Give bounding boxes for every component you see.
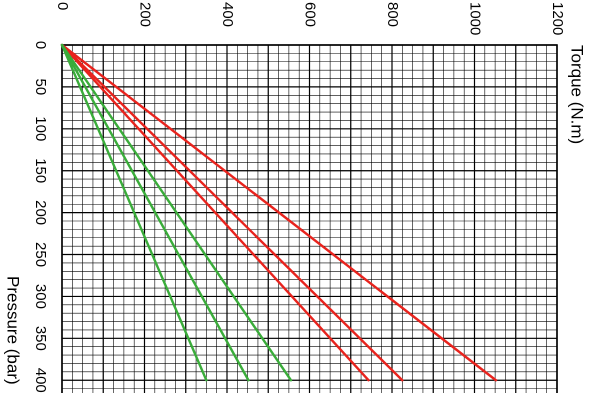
pressure-tick-label: 400 — [32, 368, 49, 393]
pressure-tick-labels: 0 50 100 150 200 250 300 350 400 — [32, 41, 49, 393]
pressure-tick-label: 250 — [32, 242, 49, 267]
torque-tick-label: 800 — [384, 2, 401, 27]
series-line-2 — [60, 43, 404, 382]
pressure-tick-label: 350 — [32, 326, 49, 351]
x-axis-title: Pressure (bar) — [4, 276, 23, 385]
torque-tick-label: 600 — [302, 2, 319, 27]
pressure-tick-label: 150 — [32, 158, 49, 183]
pressure-tick-label: 50 — [32, 79, 49, 96]
torque-tick-label: 0 — [54, 2, 71, 10]
series-line-1 — [60, 43, 498, 382]
torque-tick-label: 1000 — [467, 2, 484, 35]
pressure-tick-label: 200 — [32, 200, 49, 225]
torque-tick-label: 400 — [219, 2, 236, 27]
plot-frame — [61, 44, 558, 393]
torque-tick-label: 1200 — [549, 2, 566, 35]
pressure-tick-label: 100 — [32, 116, 49, 141]
series-line-3 — [60, 43, 370, 382]
torque-tick-labels: 0 200 400 600 800 1000 1200 — [54, 2, 566, 35]
torque-tick-label: 200 — [137, 2, 154, 27]
pressure-tick-label: 300 — [32, 284, 49, 309]
series-layer — [60, 43, 498, 382]
pressure-tick-label: 0 — [32, 41, 49, 49]
series-line-6 — [60, 43, 208, 382]
series-line-5 — [60, 43, 250, 382]
y-axis-title: Torque (N.m) — [568, 45, 587, 144]
series-line-4 — [60, 43, 293, 382]
